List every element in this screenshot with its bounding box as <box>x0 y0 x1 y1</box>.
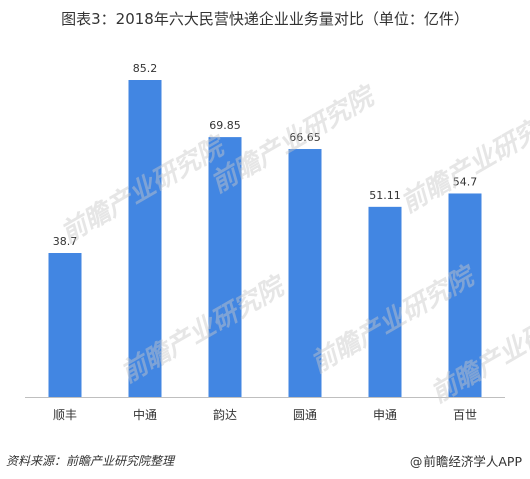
bar <box>448 193 482 397</box>
data-label: 51.11 <box>369 189 401 202</box>
bar <box>288 149 322 397</box>
chart-title: 图表3：2018年六大民营快递企业业务量对比（单位：亿件） <box>61 10 469 28</box>
x-tick-label: 百世 <box>453 408 477 422</box>
data-label: 66.65 <box>289 131 321 144</box>
brand-name: 前瞻经济学人APP <box>423 454 522 469</box>
data-label: 54.7 <box>453 175 478 188</box>
data-label: 38.7 <box>53 235 78 248</box>
x-tick-label: 申通 <box>373 408 397 422</box>
x-tick-label: 中通 <box>133 407 157 422</box>
data-label: 85.2 <box>133 62 158 75</box>
x-tick-label: 韵达 <box>213 407 237 422</box>
bar <box>48 253 82 397</box>
at-sign: @ <box>409 454 423 469</box>
source-note: 资料来源：前瞻产业研究院整理 <box>6 454 175 468</box>
brand-credit: @前瞻经济学人APP <box>410 451 522 470</box>
x-tick-label: 圆通 <box>293 408 317 422</box>
bar <box>128 80 162 397</box>
bar <box>368 206 402 397</box>
bar <box>208 137 242 397</box>
x-tick-label: 顺丰 <box>53 408 77 422</box>
data-label: 69.85 <box>209 119 241 132</box>
